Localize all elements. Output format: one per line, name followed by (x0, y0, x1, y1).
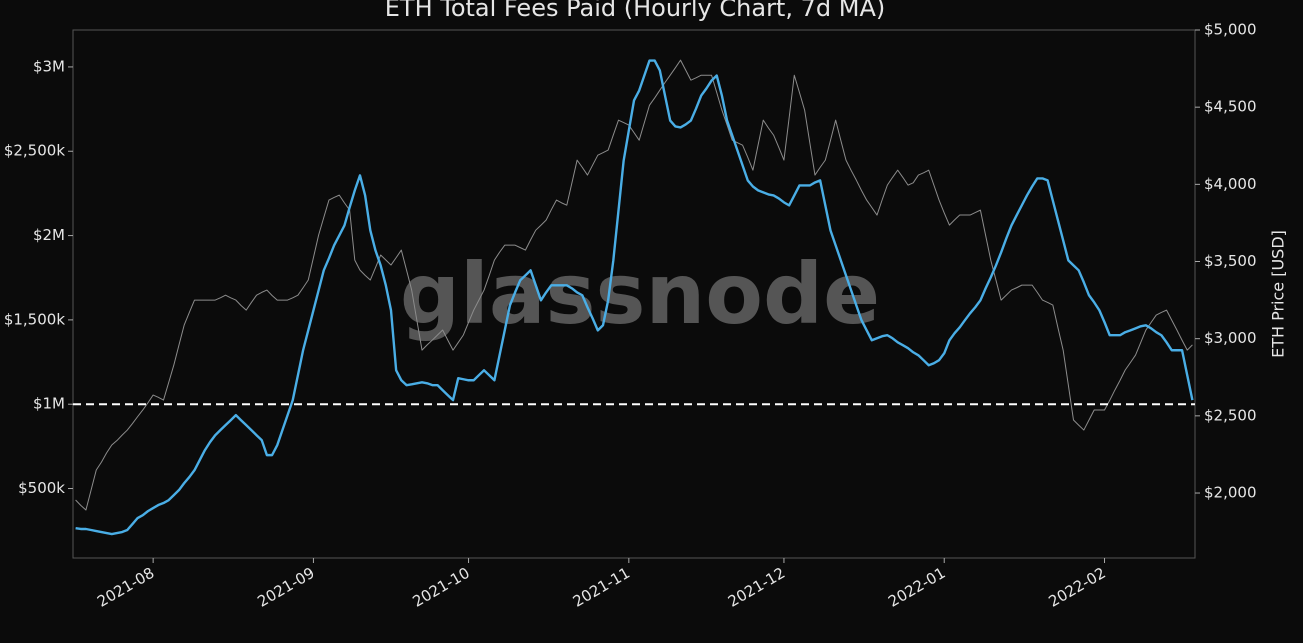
y-tick-label: $1M (33, 395, 65, 413)
y2-tick-label: $3,500 (1204, 252, 1257, 270)
y-tick-label: $1,500k (4, 310, 65, 328)
y2-tick-label: $4,500 (1204, 98, 1257, 116)
y2-tick-label: $3,000 (1204, 329, 1257, 347)
y-tick-label: $3M (33, 57, 65, 75)
price-line (75, 59, 1193, 511)
y-tick-label: $500k (18, 479, 65, 497)
y2-tick-label: $5,000 (1204, 21, 1257, 39)
y2-tick-label: $2,000 (1204, 484, 1257, 502)
y-tick-label: $2M (33, 226, 65, 244)
fees-line (75, 59, 1194, 536)
y2-tick-label: $4,000 (1204, 175, 1257, 193)
chart-title: ETH Total Fees Paid (Hourly Chart, 7d MA… (385, 0, 885, 22)
y2-tick-label: $2,500 (1204, 406, 1257, 424)
y2-axis-label: ETH Price [USD] (1269, 230, 1288, 358)
plot-frame (72, 29, 1196, 559)
y-tick-label: $2,500k (4, 142, 65, 160)
watermark: glassnode (400, 245, 880, 343)
